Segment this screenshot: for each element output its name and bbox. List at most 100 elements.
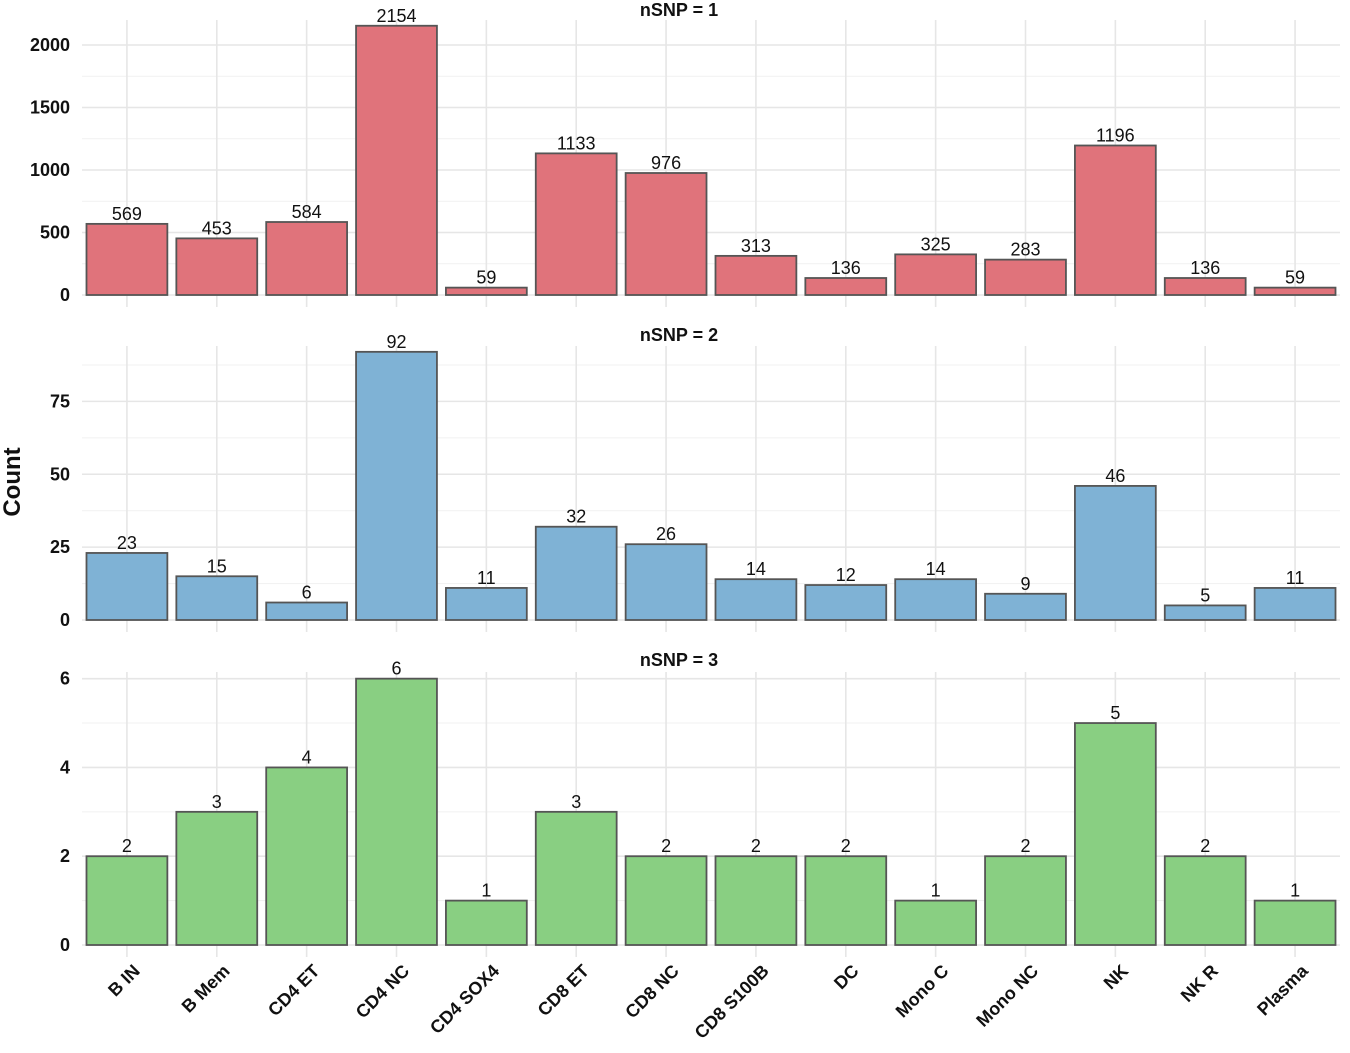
bar-nk <box>1074 144 1157 296</box>
y-tick-label: 2000 <box>30 35 70 55</box>
x-tick-label: Mono C <box>892 961 953 1022</box>
panel-title: nSNP = 1 <box>640 0 718 20</box>
y-axis-label: Count <box>0 447 26 516</box>
x-tick-label: NK R <box>1177 961 1222 1006</box>
y-tick-label: 0 <box>60 285 70 305</box>
data-label: 5 <box>1110 703 1120 723</box>
bar-mono-nc <box>984 592 1067 621</box>
y-tick-label: 0 <box>60 935 70 955</box>
x-tick-label: CD8 ET <box>534 961 593 1020</box>
data-label: 59 <box>1285 268 1305 288</box>
data-label: 11 <box>477 568 496 588</box>
data-label: 15 <box>207 556 227 576</box>
data-label: 1 <box>1290 881 1300 901</box>
bar-nk-r <box>1163 277 1247 296</box>
data-label: 2 <box>841 836 851 856</box>
bar-cd8-nc <box>624 543 708 621</box>
bar-plasma <box>1253 286 1337 296</box>
data-label: 23 <box>117 533 137 553</box>
x-tick-label: DC <box>830 961 863 994</box>
data-label: 26 <box>656 524 676 544</box>
bar-plasma <box>1253 587 1337 621</box>
data-label: 1 <box>481 881 491 901</box>
bar-cd8-et <box>534 152 618 296</box>
bar-cd8-et <box>534 810 618 946</box>
panel-title: nSNP = 3 <box>640 650 718 670</box>
data-label: 136 <box>1190 258 1220 278</box>
data-label: 976 <box>651 153 681 173</box>
data-label: 3 <box>571 792 581 812</box>
bar-cd8-nc <box>624 855 708 946</box>
bar-mono-nc <box>984 855 1067 946</box>
bar-nk-r <box>1163 855 1247 946</box>
data-label: 283 <box>1010 240 1040 260</box>
y-tick-label: 0 <box>60 610 70 630</box>
data-label: 46 <box>1105 466 1125 486</box>
data-label: 1 <box>931 881 941 901</box>
data-label: 11 <box>1286 568 1305 588</box>
x-tick-label: CD4 SOX4 <box>426 961 503 1038</box>
data-label: 2154 <box>376 6 416 26</box>
bar-b-mem <box>175 575 259 621</box>
data-label: 569 <box>112 204 142 224</box>
data-label: 32 <box>566 507 586 527</box>
x-tick-label: Mono NC <box>972 961 1042 1031</box>
panel-title: nSNP = 2 <box>640 325 718 345</box>
data-label: 59 <box>476 268 496 288</box>
bar-nk-r <box>1163 604 1247 621</box>
bar-dc <box>804 277 888 296</box>
data-label: 6 <box>391 659 401 679</box>
y-tick-label: 1500 <box>30 98 70 118</box>
y-tick-label: 50 <box>50 464 70 484</box>
bar-nk <box>1074 485 1157 621</box>
x-tick-label: NK <box>1100 961 1133 994</box>
bar-nk <box>1074 722 1157 946</box>
bar-b-in <box>85 552 169 621</box>
bar-cd4-nc <box>355 677 438 946</box>
bar-cd4-sox4 <box>445 899 528 946</box>
bar-mono-c <box>894 253 977 296</box>
bar-b-in <box>85 855 169 946</box>
bar-plasma <box>1253 899 1337 946</box>
bar-cd4-et <box>265 601 348 621</box>
bar-dc <box>804 855 888 946</box>
bar-cd8-nc <box>624 172 708 296</box>
panel-1: 0 500 1000 1500 2000 nSNP = 1 569 453 584 2154 59 1… <box>30 0 1340 307</box>
bar-cd8-et <box>534 525 618 621</box>
bar-cd4-nc <box>355 350 438 621</box>
bar-cd8-s100b <box>714 254 798 296</box>
bar-mono-nc <box>984 258 1067 296</box>
data-label: 1133 <box>557 133 596 153</box>
x-tick-label: CD4 ET <box>264 961 323 1020</box>
bar-mono-c <box>894 578 977 621</box>
y-tick-label: 4 <box>60 757 70 777</box>
y-tick-label: 1000 <box>30 160 70 180</box>
panel-2: 0 25 50 75 nSNP = 2 23 15 6 92 11 32 26 14 12 14 9 46 5 11 <box>50 325 1340 632</box>
bar-b-in <box>85 222 169 296</box>
data-label: 2 <box>1200 836 1210 856</box>
data-label: 92 <box>386 332 406 352</box>
bar-dc <box>804 584 888 621</box>
bar-cd8-s100b <box>714 855 798 946</box>
bar-cd4-et <box>265 221 348 296</box>
bar-b-mem <box>175 810 259 946</box>
y-tick-label: 75 <box>50 391 70 411</box>
x-tick-label: B IN <box>104 961 144 1001</box>
y-tick-label: 2 <box>60 846 70 866</box>
data-label: 2 <box>122 836 132 856</box>
x-tick-label: CD8 S100B <box>691 961 773 1043</box>
y-tick-label: 6 <box>60 669 70 689</box>
data-label: 4 <box>302 747 312 767</box>
data-label: 2 <box>661 836 671 856</box>
data-label: 5 <box>1200 585 1210 605</box>
bar-b-mem <box>175 237 259 296</box>
bar-cd4-sox4 <box>445 286 528 296</box>
data-label: 3 <box>212 792 222 812</box>
data-label: 313 <box>741 236 771 256</box>
bar-cd8-s100b <box>714 578 798 621</box>
y-tick-label: 500 <box>40 223 70 243</box>
data-label: 14 <box>746 559 766 579</box>
bar-cd4-et <box>265 766 348 946</box>
